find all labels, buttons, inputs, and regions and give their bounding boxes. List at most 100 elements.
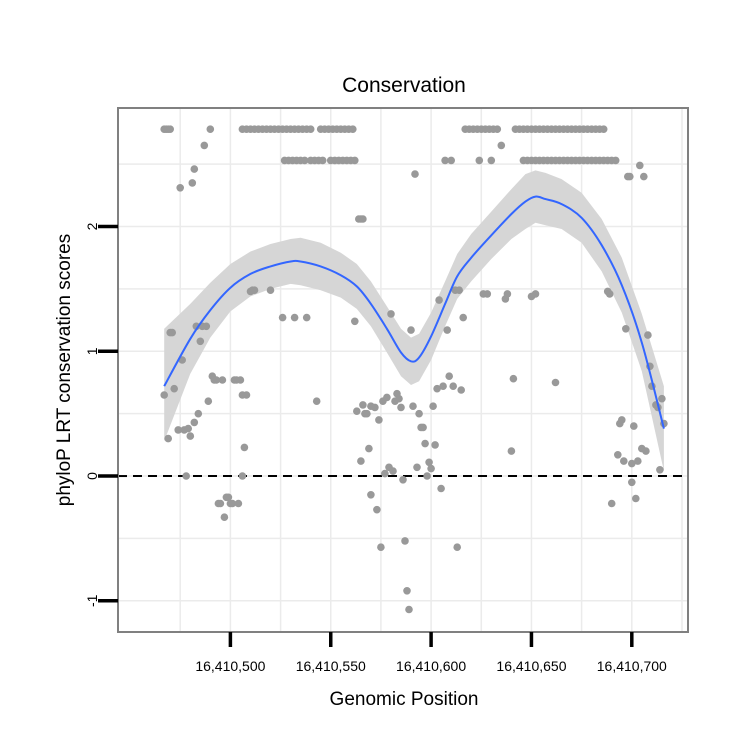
data-point xyxy=(630,422,638,430)
data-point xyxy=(626,172,634,181)
data-point xyxy=(250,286,259,295)
data-point xyxy=(620,457,628,465)
y-tick-label: -1 xyxy=(84,594,100,607)
data-point xyxy=(371,403,379,412)
data-point xyxy=(351,156,359,165)
data-point xyxy=(242,391,251,399)
data-point xyxy=(363,409,371,418)
data-point xyxy=(634,457,642,465)
data-point xyxy=(373,505,381,514)
data-point xyxy=(357,457,365,465)
data-point xyxy=(407,326,415,334)
data-point xyxy=(429,402,437,411)
data-points xyxy=(160,125,668,614)
data-point xyxy=(605,290,614,298)
data-point xyxy=(212,376,221,384)
y-axis: -1 0 1 2 xyxy=(84,222,118,607)
data-point xyxy=(176,184,184,192)
data-point xyxy=(427,464,435,473)
data-point xyxy=(224,493,233,502)
data-point xyxy=(190,165,199,173)
data-point xyxy=(415,409,423,418)
data-point xyxy=(266,286,275,295)
data-point xyxy=(188,179,197,187)
data-point xyxy=(441,156,449,165)
data-point xyxy=(403,587,411,595)
data-point xyxy=(437,484,445,493)
data-point xyxy=(628,478,636,487)
data-point xyxy=(228,499,237,508)
data-point xyxy=(359,215,367,223)
data-point xyxy=(642,447,650,455)
data-point xyxy=(632,494,640,503)
smooth-fit-line xyxy=(163,195,665,429)
y-axis-title: phyloP LRT conservation scores xyxy=(54,234,75,507)
data-point xyxy=(503,290,512,298)
data-point xyxy=(174,426,182,434)
data-point xyxy=(409,402,417,411)
data-point xyxy=(278,313,287,322)
y-tick-label: 1 xyxy=(84,347,100,355)
data-point xyxy=(389,467,397,475)
x-tick-label: 16,410,550 xyxy=(296,658,366,674)
data-point xyxy=(551,378,560,387)
data-point xyxy=(618,416,626,424)
data-point xyxy=(182,472,190,480)
data-point xyxy=(483,290,492,298)
data-point xyxy=(611,156,620,165)
data-point xyxy=(359,401,367,409)
x-axis: 16,410,500 16,410,550 16,410,600 16,410,650… xyxy=(195,632,667,674)
data-point xyxy=(170,384,178,393)
data-point xyxy=(312,397,321,406)
data-point xyxy=(194,409,203,418)
data-point xyxy=(493,125,502,133)
data-point xyxy=(290,313,299,322)
y-tick-label: 0 xyxy=(84,472,100,480)
data-point xyxy=(475,156,484,165)
data-point xyxy=(160,391,168,399)
confidence-band xyxy=(164,170,664,472)
data-point xyxy=(306,125,315,133)
data-point xyxy=(435,296,443,304)
data-point xyxy=(351,317,359,326)
data-point xyxy=(401,537,409,545)
data-point xyxy=(419,423,427,432)
data-point xyxy=(367,491,375,499)
data-point xyxy=(636,161,644,170)
data-point xyxy=(202,322,211,331)
x-tick-label: 16,410,700 xyxy=(597,658,667,674)
data-point xyxy=(238,472,247,480)
data-point xyxy=(300,156,309,165)
data-point xyxy=(234,499,243,508)
data-point xyxy=(433,384,441,393)
x-axis-title: Genomic Position xyxy=(330,689,479,710)
data-point xyxy=(411,170,419,178)
data-point xyxy=(206,125,215,133)
data-point xyxy=(200,141,209,150)
data-point xyxy=(497,141,506,150)
data-point xyxy=(599,125,608,133)
data-point xyxy=(204,397,213,406)
data-point xyxy=(353,407,361,416)
panel-border xyxy=(117,107,689,633)
data-point xyxy=(318,156,327,165)
data-point xyxy=(377,543,385,551)
x-tick-label: 16,410,500 xyxy=(195,658,265,674)
data-point xyxy=(607,499,616,508)
data-point xyxy=(405,605,413,614)
data-point xyxy=(455,286,464,295)
data-point xyxy=(445,372,454,381)
data-point xyxy=(425,458,433,467)
data-point xyxy=(397,403,405,412)
data-point xyxy=(443,326,452,334)
data-point xyxy=(644,331,652,339)
data-point xyxy=(447,156,456,165)
data-point xyxy=(381,469,389,478)
data-point xyxy=(302,313,311,322)
data-point xyxy=(236,376,245,384)
data-point xyxy=(164,434,172,443)
data-point xyxy=(459,313,468,322)
data-point xyxy=(168,328,176,337)
data-point xyxy=(509,374,518,383)
data-point xyxy=(487,156,496,165)
